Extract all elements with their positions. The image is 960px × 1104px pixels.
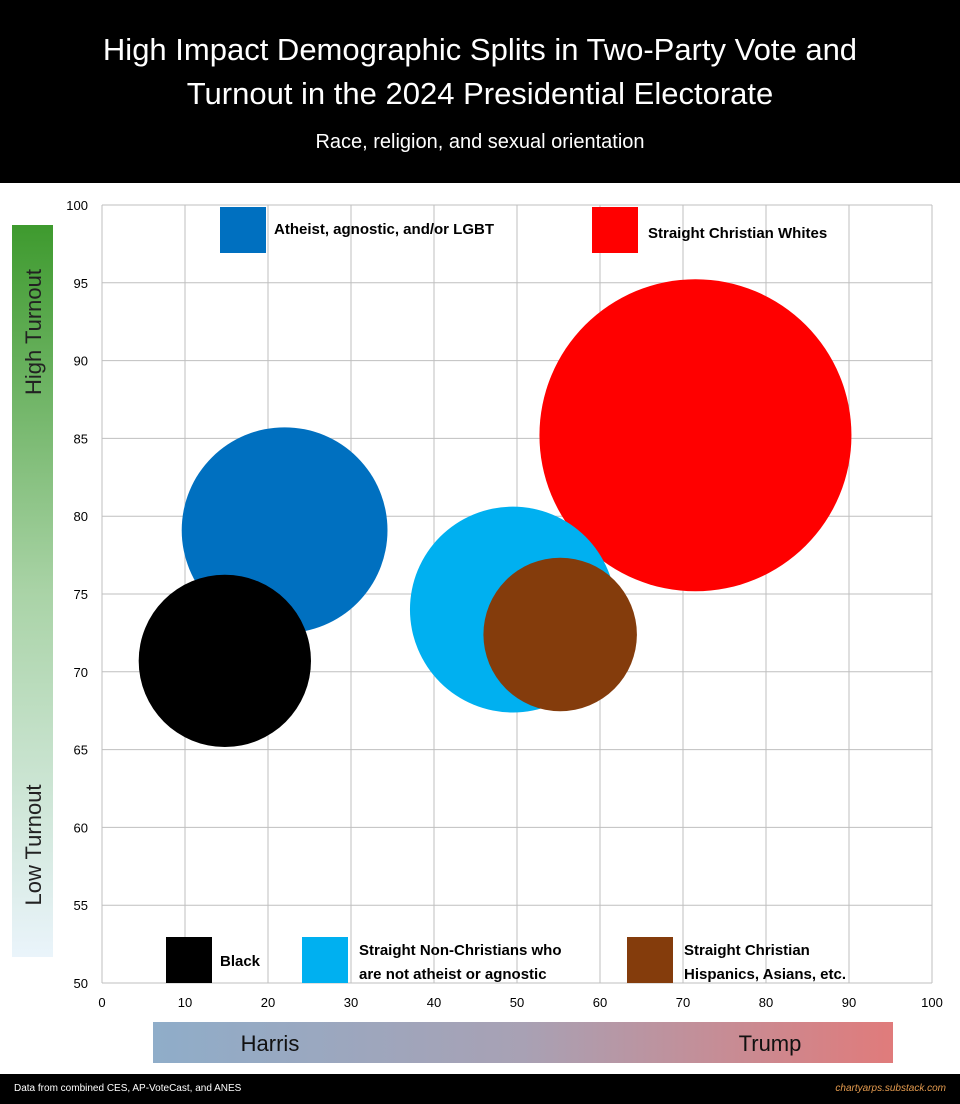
credit-link[interactable]: chartyarps.substack.com	[835, 1083, 946, 1094]
y-tick-label: 65	[74, 743, 88, 758]
legend-label-straight-christian-whites: Straight Christian Whites	[648, 225, 827, 242]
x-tick-label: 30	[344, 995, 358, 1010]
legend-label-atheist-agnostic-and-or-lgbt: Atheist, agnostic, and/or LGBT	[274, 221, 494, 238]
bubble-straight-christian-hispanics-asians-etc	[483, 557, 637, 712]
title-line-1: High Impact Demographic Splits in Two-Pa…	[102, 32, 858, 67]
y-tick-label: 70	[74, 665, 88, 680]
legend-label-straight-christian-hispanics-asians-etc: Hispanics, Asians, etc.	[684, 966, 846, 983]
legend-swatch-black	[166, 937, 212, 983]
legend-swatch-straight-non-christians-who-are-not-atheist-or-agnostic	[302, 937, 348, 983]
legend-swatch-straight-christian-hispanics-asians-etc	[627, 937, 673, 983]
y-tick-label: 95	[74, 276, 88, 291]
chart-header: High Impact Demographic Splits in Two-Pa…	[0, 0, 960, 183]
legend-label-straight-christian-hispanics-asians-etc: Straight Christian	[684, 942, 810, 959]
x-tick-label: 40	[427, 995, 441, 1010]
x-tick-label: 70	[676, 995, 690, 1010]
legend-label-straight-non-christians-who-are-not-atheist-or-agnostic: are not atheist or agnostic	[359, 966, 547, 983]
legend-label-straight-non-christians-who-are-not-atheist-or-agnostic: Straight Non-Christians who	[359, 942, 562, 959]
x-tick-label: 90	[842, 995, 856, 1010]
legend-swatch-atheist-agnostic-and-or-lgbt	[220, 207, 266, 253]
y-tick-label: 80	[74, 509, 88, 524]
turnout-gradient-bar	[12, 225, 53, 957]
x-tick-label: 20	[261, 995, 275, 1010]
bubble-black	[138, 574, 311, 748]
x-tick-label: 80	[759, 995, 773, 1010]
source-note: Data from combined CES, AP-VoteCast, and…	[14, 1083, 242, 1094]
bubbles	[138, 279, 852, 748]
y-tick-label: 75	[74, 587, 88, 602]
chart-subtitle: Race, religion, and sexual orientation	[315, 131, 645, 153]
vote-gradient-bar	[153, 1022, 893, 1063]
trump-label: Trump	[739, 1031, 802, 1056]
chart-footer: Data from combined CES, AP-VoteCast, and…	[0, 1074, 960, 1104]
legend-swatch-straight-christian-whites	[592, 207, 638, 253]
y-tick-label: 50	[74, 976, 88, 991]
chart-title: High Impact Demographic Splits in Two-Pa…	[0, 28, 960, 116]
y-tick-label: 85	[74, 431, 88, 446]
y-tick-label: 100	[66, 198, 88, 213]
bubble-straight-christian-whites	[539, 279, 852, 592]
x-tick-label: 60	[593, 995, 607, 1010]
x-tick-label: 50	[510, 995, 524, 1010]
legend: Atheist, agnostic, and/or LGBT Straight C…	[166, 207, 846, 983]
y-tick-label: 90	[74, 354, 88, 369]
low-turnout-label: Low Turnout	[21, 784, 46, 905]
y-tick-label: 55	[74, 898, 88, 913]
x-tick-label: 0	[98, 995, 105, 1010]
x-tick-label: 100	[921, 995, 943, 1010]
y-tick-label: 60	[74, 820, 88, 835]
high-turnout-label: High Turnout	[21, 269, 46, 395]
ticks: 0 10 20 30 40 50 60 70 80 90 100 50 55 60 65 70 75 80 85 90…	[66, 198, 943, 1010]
x-tick-label: 10	[178, 995, 192, 1010]
title-line-2: Turnout in the 2024 Presidential Elector…	[186, 76, 774, 111]
legend-label-black: Black	[220, 953, 261, 970]
harris-label: Harris	[241, 1031, 300, 1056]
